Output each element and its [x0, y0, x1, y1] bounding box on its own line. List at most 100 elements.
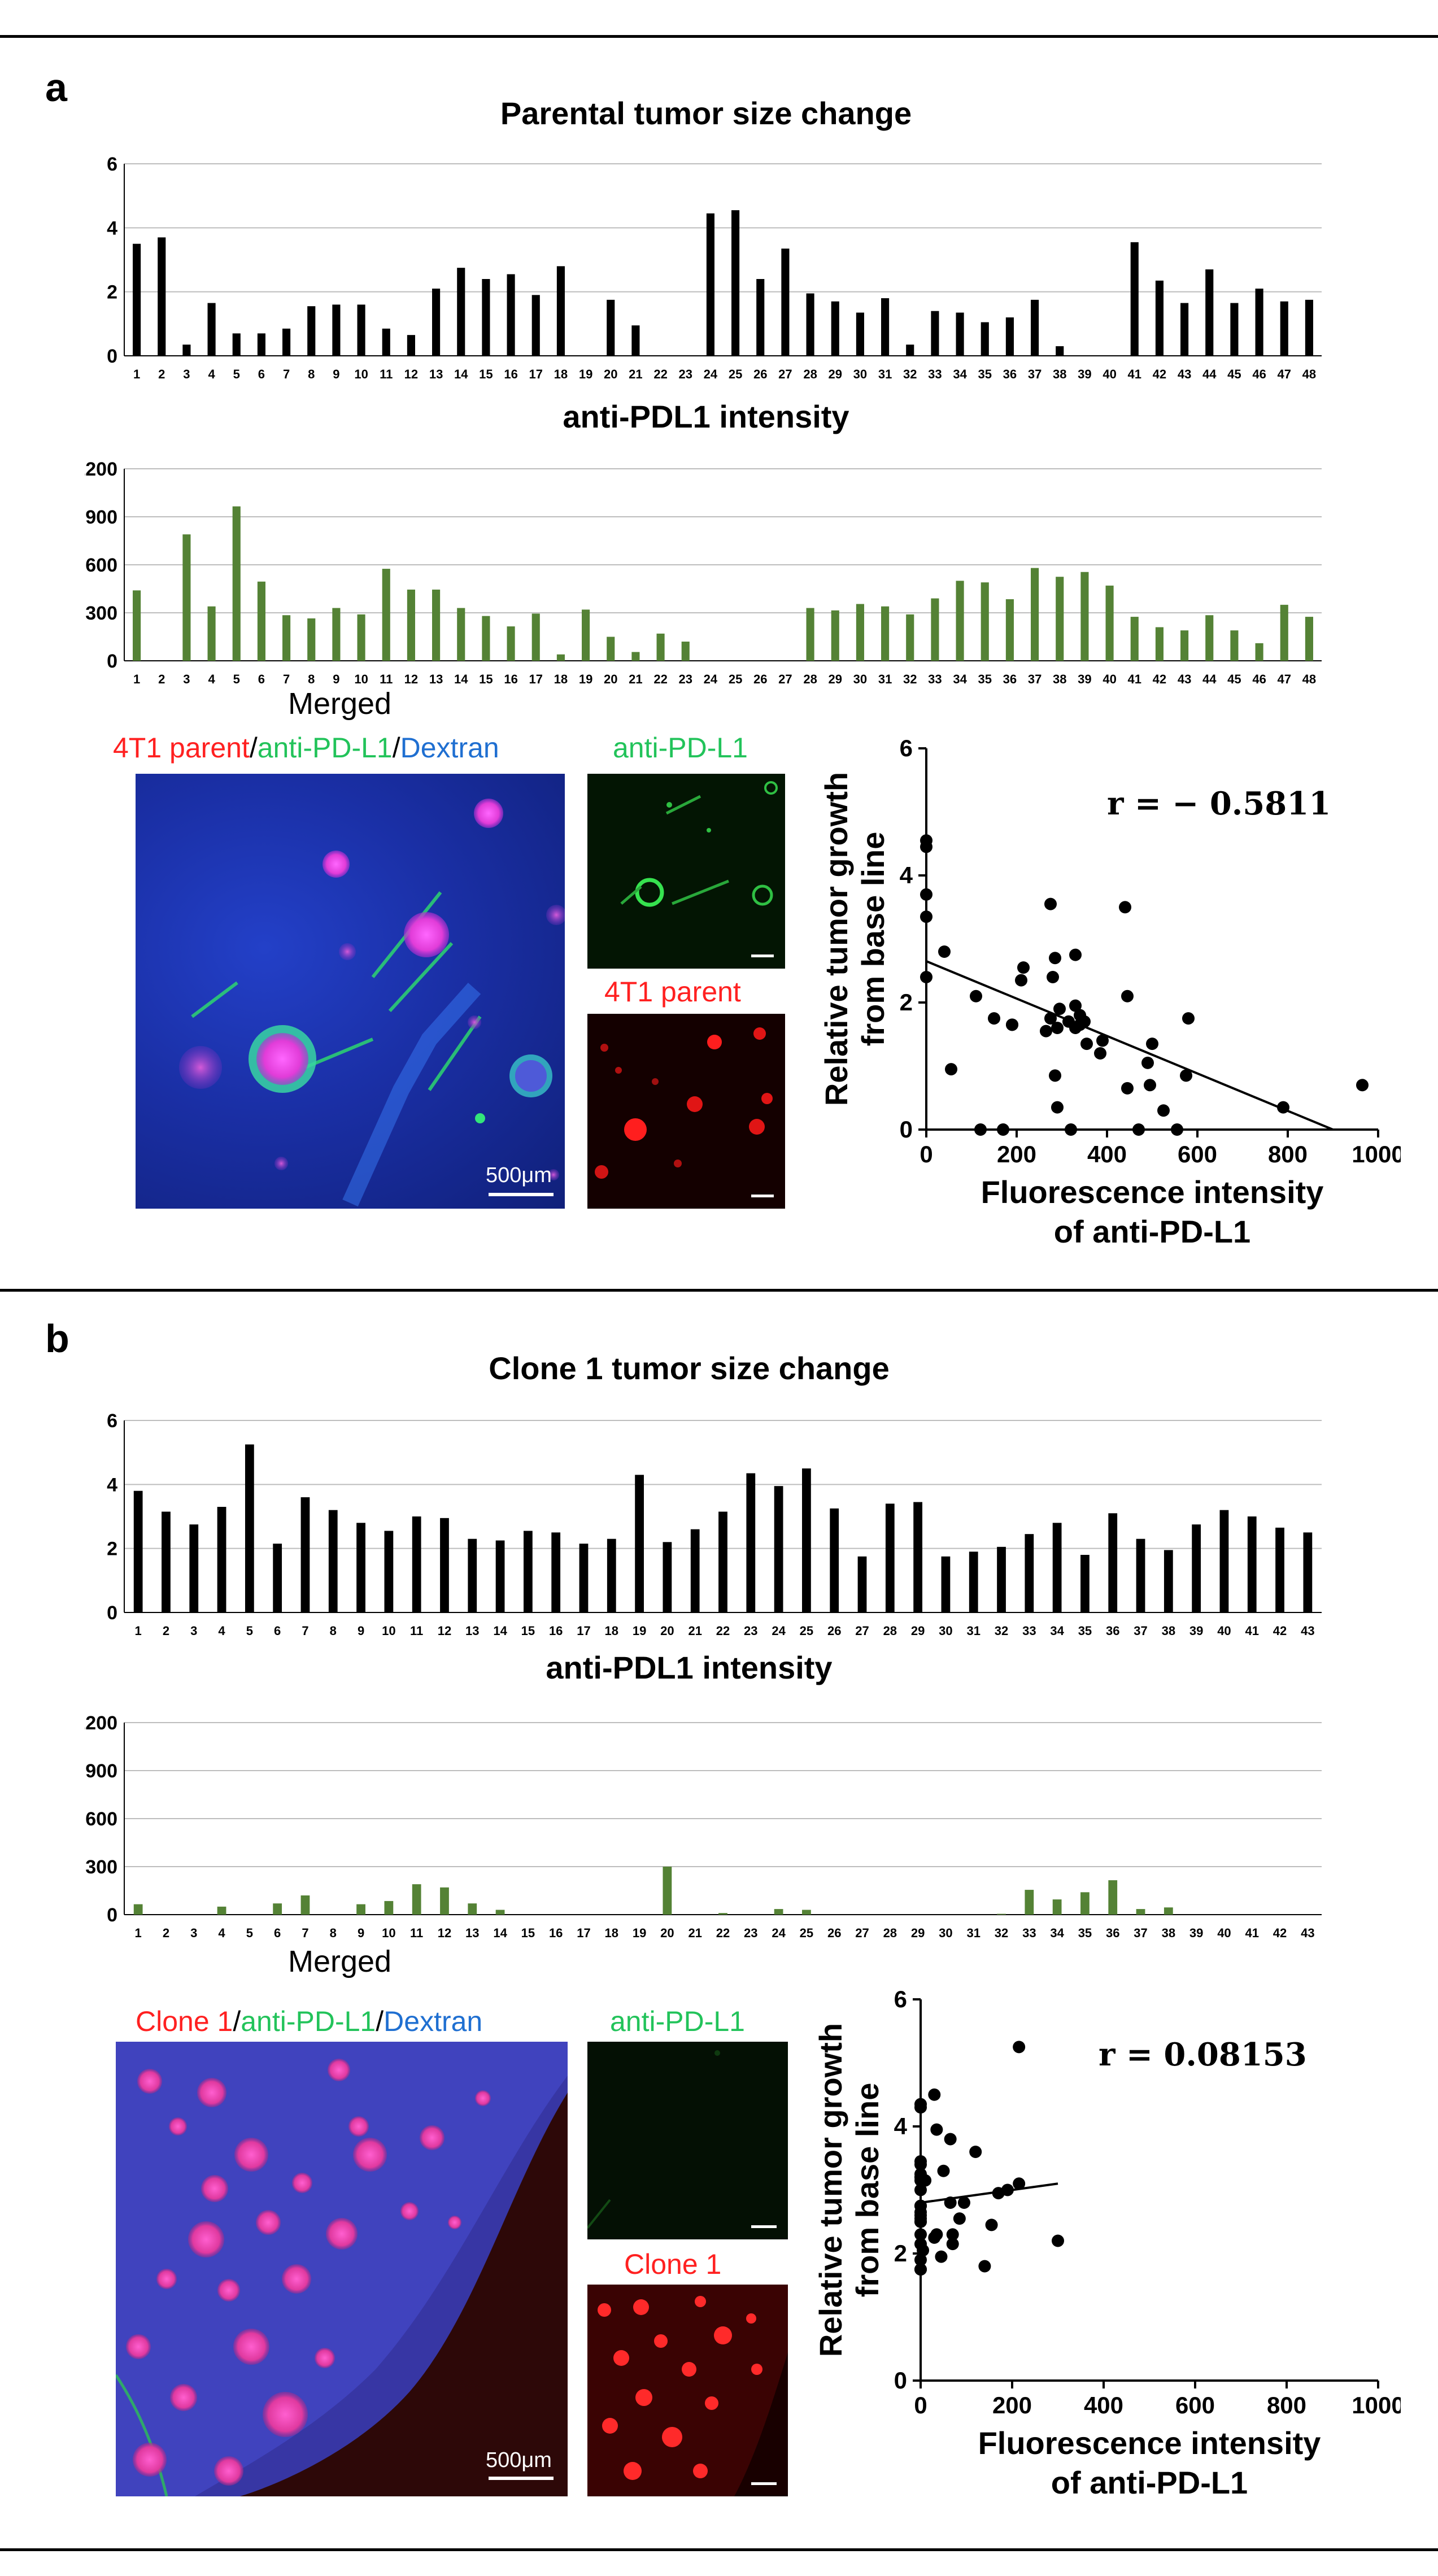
b-merged-title-dextran: Dextran: [384, 2006, 483, 2037]
bar-8: [328, 1510, 338, 1612]
x-tick-label: 43: [1178, 672, 1191, 686]
x-tick-label: 7: [302, 1624, 308, 1638]
x-tick-label: 44: [1202, 672, 1217, 686]
bar-37: [1031, 568, 1039, 661]
x-tick-label: 200: [992, 2392, 1032, 2418]
bar-47: [1280, 301, 1288, 356]
x-tick-label: 6: [274, 1926, 281, 1940]
x-tick-label: 6: [258, 672, 265, 686]
x-tick-label: 29: [911, 1926, 925, 1940]
b-green-channel-image: [587, 2042, 788, 2239]
bar-16: [507, 274, 515, 356]
bar-31: [881, 298, 890, 356]
x-tick-label: 5: [233, 367, 240, 381]
bar-13: [468, 1538, 477, 1612]
x-axis-label-line2: of anti-PD-L1: [1054, 1214, 1250, 1249]
x-tick-label: 10: [382, 1926, 395, 1940]
x-tick-label: 400: [1084, 2392, 1123, 2418]
bar-11: [382, 569, 390, 661]
a-merged-title-dextran: Dextran: [400, 732, 499, 764]
x-tick-label: 6: [274, 1624, 281, 1638]
x-tick-label: 32: [995, 1624, 1008, 1638]
data-point: [1277, 1101, 1289, 1114]
x-tick-label: 13: [429, 672, 443, 686]
bar-14: [495, 1910, 505, 1915]
bar-9: [356, 1904, 365, 1915]
bar-15: [482, 279, 490, 356]
x-tick-label: 8: [330, 1624, 337, 1638]
bar-19: [582, 609, 590, 661]
b-green-channel-label: anti-PD-L1: [610, 2006, 745, 2037]
x-tick-label: 3: [190, 1624, 197, 1638]
bar-20: [663, 1867, 672, 1915]
bar-7: [300, 1497, 310, 1612]
data-point: [969, 2146, 982, 2158]
x-tick-label: 37: [1028, 367, 1042, 381]
x-tick-label: 12: [438, 1624, 451, 1638]
bar-28: [885, 1503, 895, 1612]
data-point: [1171, 1123, 1183, 1136]
a-merged-title-sep1: /: [249, 732, 258, 764]
data-point: [914, 2205, 927, 2218]
bar-10: [384, 1531, 394, 1612]
top-rule: [0, 35, 1438, 38]
bar-36: [1005, 317, 1014, 356]
data-point: [988, 1012, 1000, 1025]
x-tick-label: 34: [1050, 1624, 1064, 1638]
x-tick-label: 6: [258, 367, 265, 381]
x-tick-label: 24: [772, 1624, 786, 1638]
bar-18: [607, 1538, 616, 1612]
x-tick-label: 41: [1128, 672, 1141, 686]
bar-8: [307, 306, 316, 356]
x-tick-label: 21: [629, 672, 642, 686]
bar-16: [507, 626, 515, 661]
bar-20: [607, 299, 615, 356]
b-scale-bar: [489, 2477, 554, 2480]
data-point: [920, 888, 932, 901]
a-green-channel-drawing: [620, 781, 778, 907]
x-tick-label: 800: [1267, 2392, 1306, 2418]
x-tick-label: 35: [978, 672, 992, 686]
bar-17: [531, 295, 540, 356]
data-point: [1052, 2234, 1064, 2247]
bar-21: [690, 1529, 700, 1612]
b-green-scale-bar: [751, 2225, 777, 2228]
data-point: [1053, 1002, 1066, 1015]
bar-28: [806, 293, 814, 356]
y-tick-label: 900: [85, 507, 117, 528]
data-point: [1094, 1047, 1106, 1060]
bar-25: [731, 210, 740, 356]
x-tick-label: 43: [1301, 1926, 1314, 1940]
x-tick-label: 42: [1273, 1926, 1287, 1940]
x-tick-label: 46: [1252, 367, 1266, 381]
bar-5: [245, 1444, 254, 1612]
x-tick-label: 32: [903, 672, 917, 686]
bar-9: [332, 608, 341, 661]
x-tick-label: 26: [827, 1926, 841, 1940]
bar-34: [1052, 1523, 1062, 1612]
bar-38: [1056, 346, 1064, 356]
x-tick-label: 47: [1278, 672, 1291, 686]
bar-1: [133, 1904, 143, 1915]
bar-10: [384, 1901, 394, 1915]
data-point: [944, 2196, 957, 2209]
x-tick-label: 36: [1003, 672, 1017, 686]
bar-26: [830, 1508, 839, 1612]
x-tick-label: 16: [504, 672, 517, 686]
x-tick-label: 26: [753, 367, 767, 381]
bar-4: [207, 303, 216, 356]
bar-35: [981, 322, 989, 356]
y-tick-label: 1200: [85, 459, 117, 480]
data-point: [1121, 990, 1134, 1002]
x-tick-label: 39: [1078, 367, 1091, 381]
bar-25: [802, 1468, 811, 1612]
x-axis-label: Fluorescence intensity: [981, 1174, 1324, 1210]
x-tick-label: 8: [308, 672, 315, 686]
bar-7: [300, 1895, 310, 1915]
x-tick-label: 4: [208, 672, 215, 686]
bar-38: [1164, 1907, 1173, 1915]
y-tick-label: 2: [900, 989, 913, 1015]
x-tick-label: 2: [158, 672, 165, 686]
b-red-scale-bar: [751, 2482, 777, 2485]
x-tick-label: 22: [653, 367, 667, 381]
